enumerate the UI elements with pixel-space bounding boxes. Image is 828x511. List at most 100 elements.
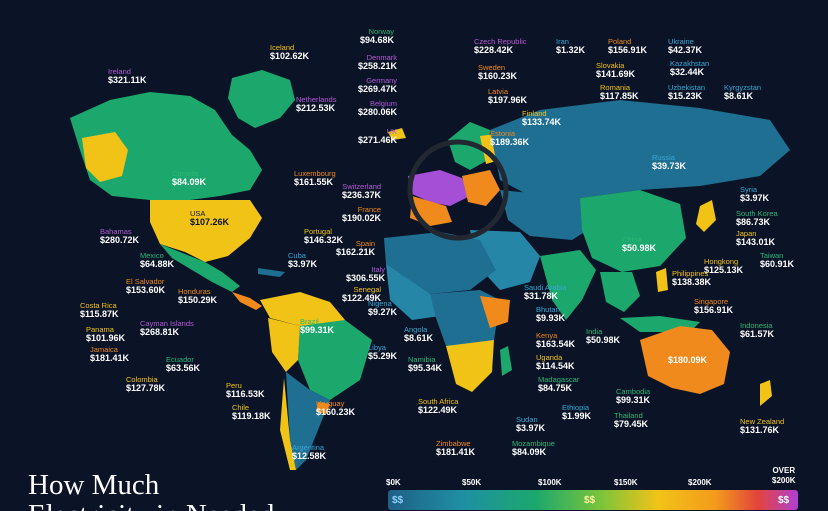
country-name: Saudi Arabia [524,283,567,292]
country-value: $99.31K [616,394,651,405]
country-value: $160.23K [478,70,518,81]
country-label-china: China $50.98K [622,236,656,253]
country-name: Jamaica [90,345,118,354]
country-value: $42.37K [668,44,703,55]
country-name: France [357,205,382,214]
country-label-saudi: Saudi Arabia $31.78K [524,284,567,301]
country-name: Singapore [694,297,729,306]
japan-shape [696,200,716,232]
country-value: $153.60K [126,284,166,295]
country-value: $236.37K [342,189,382,200]
country-value: $127.78K [126,382,166,393]
country-label-uk: UK $271.46K [358,128,397,145]
country-value: $8.61K [724,90,754,101]
north-africa-shape [384,232,496,294]
country-label-new-zealand: New Zealand $131.76K [740,418,784,435]
south-america-north [260,292,345,330]
country-label-ukraine: Ukraine $42.37K [668,38,702,55]
country-label-cuba: Cuba $3.97K [288,252,317,269]
east-africa-shape [480,296,510,328]
alaska-shape [82,132,128,182]
country-value: $5.29K [368,350,398,361]
country-value: $146.32K [304,234,344,245]
mexico-shape [160,244,240,292]
country-label-bhutan: Bhutan $9.93K [536,306,565,323]
country-value: $63.56K [166,362,201,373]
country-label-netherlands: Netherlands $212.53K [296,96,336,113]
scandinavia-shape [448,122,490,170]
country-name: Uruguay [316,399,345,408]
southern-africa-shape [446,340,494,392]
country-name: Peru [226,381,242,390]
uruguay-shape [316,402,330,414]
west-africa-shape [386,264,440,320]
country-name: Bhutan [536,305,560,314]
country-value: $31.78K [524,290,559,301]
country-value: $8.61K [404,332,434,343]
country-name: Uganda [536,353,563,362]
country-value: $141.69K [596,68,636,79]
country-value: $114.54K [536,360,575,371]
country-label-canada: Canada $84.09K [172,170,206,187]
country-value: $212.53K [296,102,336,113]
europe-west-shape [408,170,470,206]
country-name: Senegal [353,285,382,294]
country-name: Japan [736,229,757,238]
country-label-colombia: Colombia $127.78K [126,376,165,393]
country-value: $197.96K [488,94,528,105]
country-label-brazil: Brazil $99.31K [300,318,334,335]
country-value: $156.91K [694,304,734,315]
country-value: $122.49K [418,404,458,415]
country-value: $9.27K [368,306,398,317]
country-name: Spain [355,239,376,248]
usa-shape [150,200,262,262]
legend-symbol-low: $$ [392,495,404,506]
legend-tick-1: $50K [462,478,482,487]
country-value: $84.09K [172,176,207,187]
country-value: $84.09K [512,446,547,457]
country-name: Honduras [178,287,211,296]
country-name: Netherlands [296,95,337,104]
country-label-denmark: Denmark $258.21K [358,54,397,71]
southeast-asia-shape [600,272,640,312]
country-name: Slovakia [596,61,625,70]
country-label-iceland: Iceland $102.62K [270,44,309,61]
country-name: Russia [652,153,675,162]
legend-tick-4: $200K [688,478,712,487]
country-name: Mexico [140,251,164,260]
country-value: $99.31K [300,324,335,335]
country-value: $1.99K [562,410,592,421]
cuba-shape [258,268,285,277]
country-name: Switzerland [342,182,382,191]
country-value: $1.32K [556,44,586,55]
country-name: Ireland [108,67,131,76]
country-value: $269.47K [358,83,398,94]
central-america-shape [232,292,262,310]
country-label-norway: Norway $94.68K [360,28,394,45]
country-value: $116.53K [226,388,265,399]
country-value: $125.13K [704,264,744,275]
iceland-shape [388,128,406,140]
country-value: $84.75K [538,382,573,393]
country-label-cayman: Cayman Islands $268.81K [140,320,194,337]
country-label-singapore: Singapore $156.91K [694,298,733,315]
country-label-jamaica: Jamaica $181.41K [90,346,129,363]
country-name: Luxembourg [294,169,336,178]
country-value: $117.85K [600,90,639,101]
legend-color-bar [388,490,798,510]
country-name: Ecuador [166,355,194,364]
country-name: Angola [404,325,428,334]
legend-tick-3: $150K [614,478,638,487]
country-label-thailand: Thailand $79.45K [614,412,648,429]
country-name: Uzbekistan [668,83,706,92]
new-zealand-shape [760,380,772,406]
country-value: $3.97K [288,258,318,269]
brazil-shape [298,320,372,400]
country-name: Estonia [490,129,516,138]
country-name: Sudan [516,415,538,424]
country-name: Cuba [288,251,306,260]
country-value: $162.21K [336,246,376,257]
country-name: Kyrgyzstan [724,83,762,92]
country-label-angola: Angola $8.61K [404,326,433,343]
